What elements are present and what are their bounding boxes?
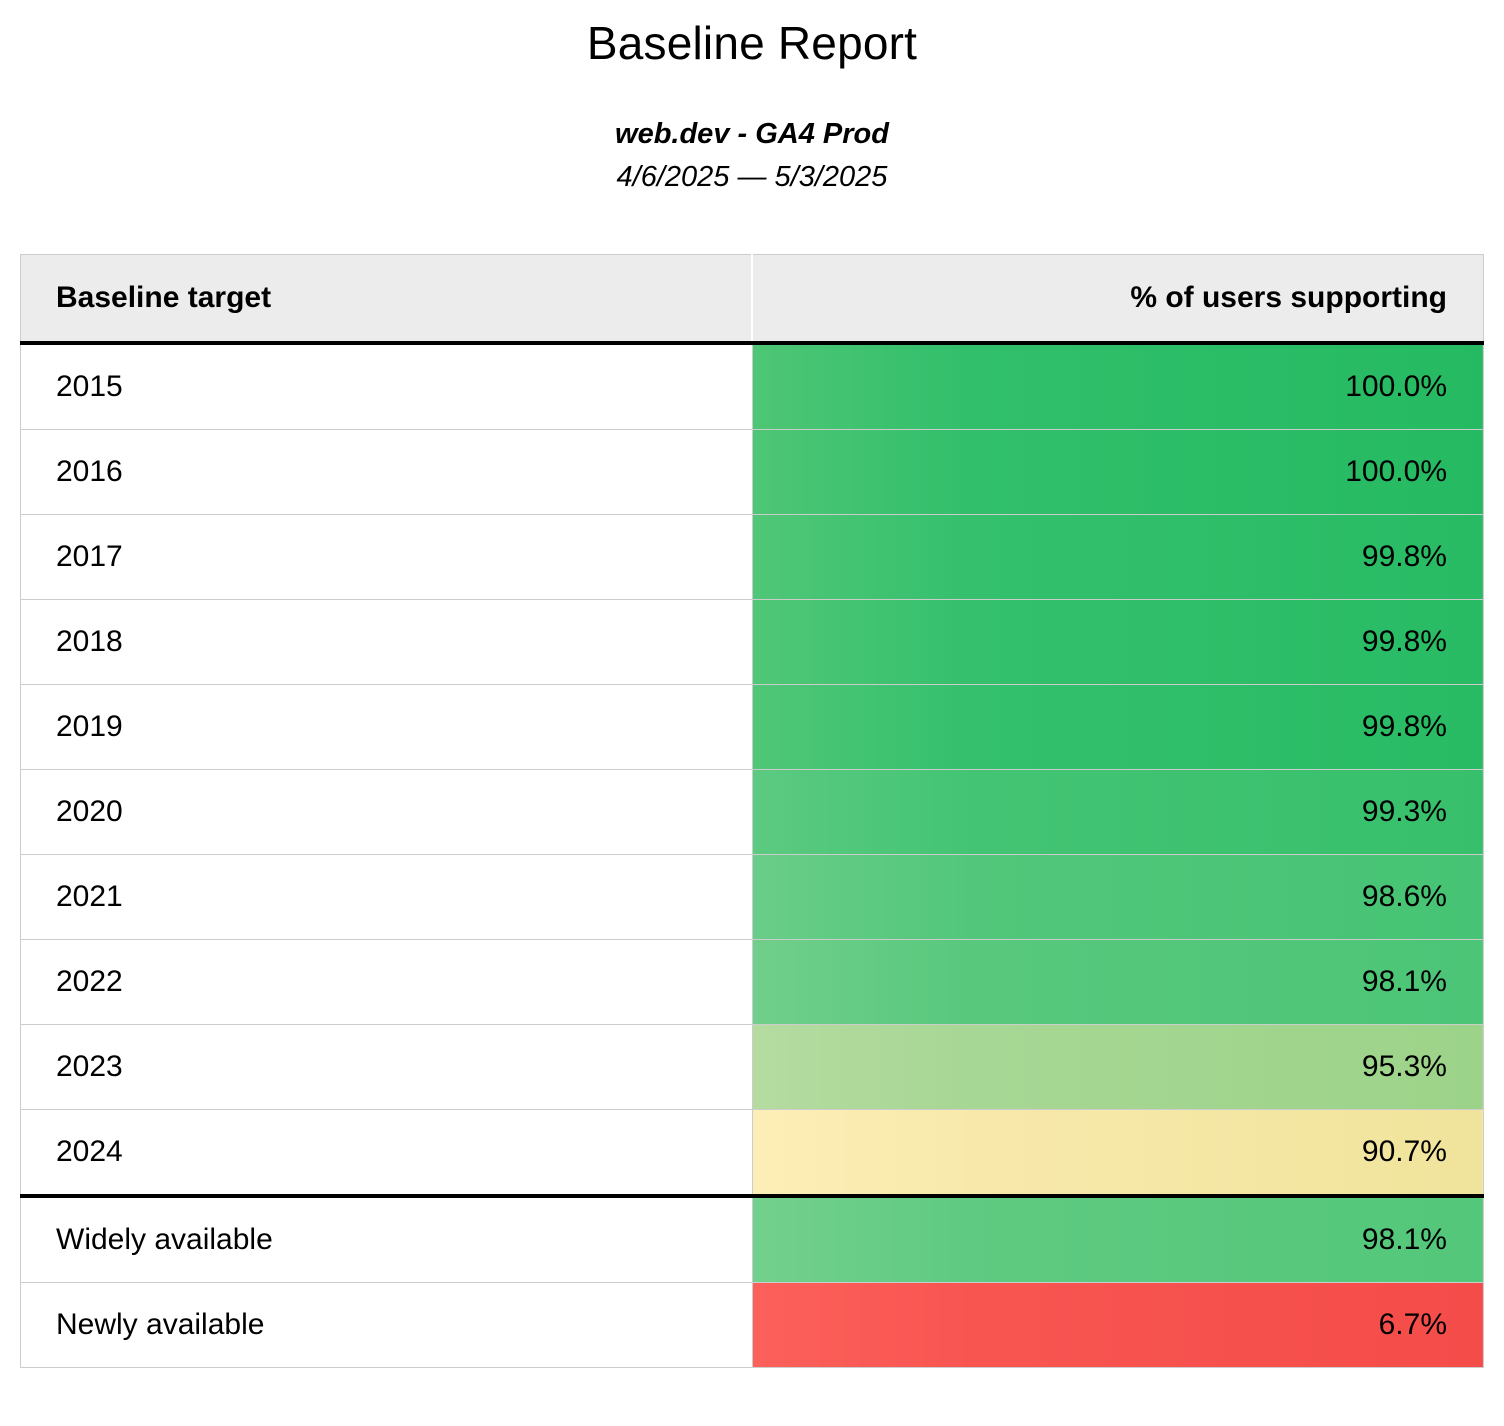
target-label-cell: 2024: [20, 1109, 753, 1196]
target-label-cell: Widely available: [20, 1194, 753, 1283]
table-body: 2015 100.0% 2016 100.0% 2017 99.8% 2018 …: [20, 342, 1484, 1368]
column-header-percent-users: % of users supporting: [752, 254, 1484, 345]
support-percentage-cell: 6.7%: [752, 1282, 1484, 1368]
table-row: Newly available 6.7%: [20, 1282, 1484, 1368]
support-percentage-cell: 99.8%: [752, 684, 1484, 770]
table-row: 2022 98.1%: [20, 939, 1484, 1025]
target-label-cell: Newly available: [20, 1282, 753, 1368]
target-label-cell: 2022: [20, 939, 753, 1025]
table-row: 2015 100.0%: [20, 342, 1484, 430]
report-header: Baseline Report web.dev - GA4 Prod 4/6/2…: [0, 0, 1504, 194]
table-row: 2021 98.6%: [20, 854, 1484, 940]
table-row: 2017 99.8%: [20, 514, 1484, 600]
support-percentage-cell: 100.0%: [752, 342, 1484, 430]
target-label-cell: 2015: [20, 342, 753, 430]
support-percentage-cell: 98.1%: [752, 1194, 1484, 1283]
column-header-baseline-target: Baseline target: [20, 254, 753, 345]
support-percentage-cell: 98.6%: [752, 854, 1484, 940]
table-row: 2016 100.0%: [20, 429, 1484, 515]
table-header: Baseline target % of users supporting: [20, 254, 1484, 345]
target-label-cell: 2019: [20, 684, 753, 770]
support-percentage-cell: 98.1%: [752, 939, 1484, 1025]
table-row: 2024 90.7%: [20, 1109, 1484, 1196]
target-label-cell: 2017: [20, 514, 753, 600]
date-range: 4/6/2025 — 5/3/2025: [616, 161, 888, 193]
target-label-cell: 2021: [20, 854, 753, 940]
table-row: 2018 99.8%: [20, 599, 1484, 685]
property-subtitle: web.dev - GA4 Prod: [615, 118, 889, 150]
table-row: 2023 95.3%: [20, 1024, 1484, 1110]
target-label-cell: 2018: [20, 599, 753, 685]
target-label-cell: 2023: [20, 1024, 753, 1110]
table-row: 2019 99.8%: [20, 684, 1484, 770]
table-row: 2020 99.3%: [20, 769, 1484, 855]
support-percentage-cell: 99.3%: [752, 769, 1484, 855]
header-row: Baseline target % of users supporting: [20, 254, 1484, 345]
support-percentage-cell: 99.8%: [752, 599, 1484, 685]
target-label-cell: 2016: [20, 429, 753, 515]
target-label-cell: 2020: [20, 769, 753, 855]
support-percentage-cell: 99.8%: [752, 514, 1484, 600]
page-title: Baseline Report: [586, 17, 918, 69]
baseline-table: Baseline target % of users supporting 20…: [20, 254, 1484, 1368]
support-percentage-cell: 100.0%: [752, 429, 1484, 515]
support-percentage-cell: 95.3%: [752, 1024, 1484, 1110]
support-percentage-cell: 90.7%: [752, 1109, 1484, 1196]
table-row: Widely available 98.1%: [20, 1194, 1484, 1283]
